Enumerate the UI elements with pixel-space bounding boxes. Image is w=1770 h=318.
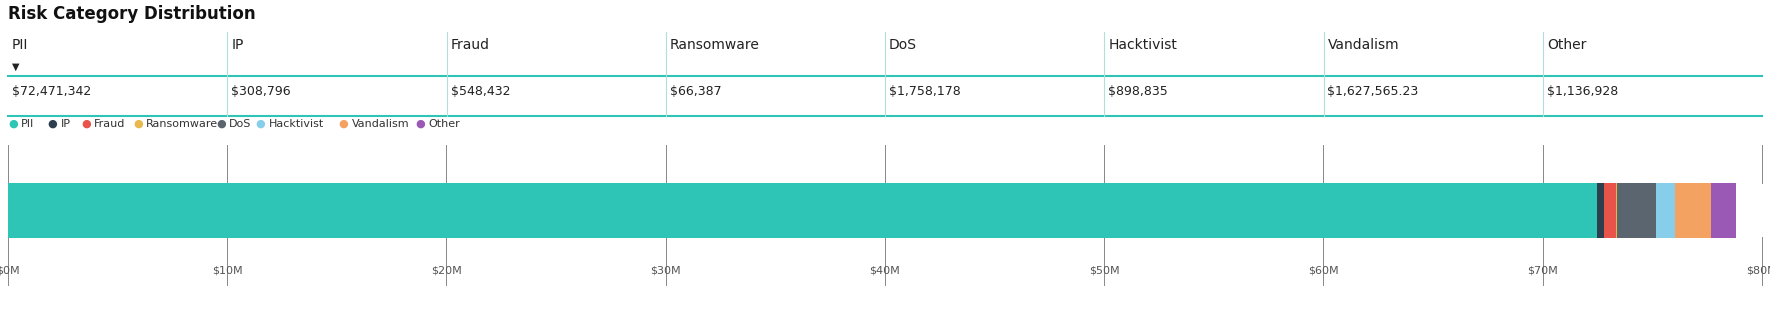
Text: $898,835: $898,835 <box>1108 85 1168 98</box>
Bar <box>1618 183 1655 238</box>
Text: Fraud: Fraud <box>94 119 126 129</box>
Text: PII: PII <box>21 119 34 129</box>
Bar <box>1604 183 1616 238</box>
Text: $72,471,342: $72,471,342 <box>12 85 92 98</box>
Text: Ransomware: Ransomware <box>145 119 218 129</box>
Text: ●: ● <box>338 119 349 129</box>
Text: $66,387: $66,387 <box>669 85 722 98</box>
Text: IP: IP <box>232 38 244 52</box>
Text: Risk Category Distribution: Risk Category Distribution <box>9 5 255 23</box>
Text: Other: Other <box>428 119 460 129</box>
Text: ●: ● <box>255 119 266 129</box>
Text: ●: ● <box>416 119 425 129</box>
Text: $308,796: $308,796 <box>232 85 290 98</box>
Text: PII: PII <box>12 38 28 52</box>
Text: DoS: DoS <box>228 119 251 129</box>
Text: $548,432: $548,432 <box>451 85 510 98</box>
Text: Fraud: Fraud <box>451 38 490 52</box>
Bar <box>1655 183 1676 238</box>
Text: $1,136,928: $1,136,928 <box>1547 85 1618 98</box>
Text: Vandalism: Vandalism <box>352 119 409 129</box>
Bar <box>9 183 1597 238</box>
Text: ▼: ▼ <box>12 62 19 72</box>
Text: $1,758,178: $1,758,178 <box>889 85 961 98</box>
Text: ●: ● <box>81 119 90 129</box>
Text: $1,627,565.23: $1,627,565.23 <box>1328 85 1420 98</box>
Text: ●: ● <box>133 119 143 129</box>
Bar <box>1712 183 1736 238</box>
Bar <box>1676 183 1712 238</box>
Text: Vandalism: Vandalism <box>1328 38 1398 52</box>
Text: Hacktivist: Hacktivist <box>1108 38 1177 52</box>
Text: IP: IP <box>60 119 71 129</box>
Bar <box>1597 183 1604 238</box>
Text: ●: ● <box>216 119 227 129</box>
Text: ●: ● <box>9 119 18 129</box>
Text: DoS: DoS <box>889 38 917 52</box>
Text: Ransomware: Ransomware <box>669 38 759 52</box>
Text: Other: Other <box>1547 38 1586 52</box>
Text: Hacktivist: Hacktivist <box>269 119 324 129</box>
Text: ●: ● <box>48 119 57 129</box>
